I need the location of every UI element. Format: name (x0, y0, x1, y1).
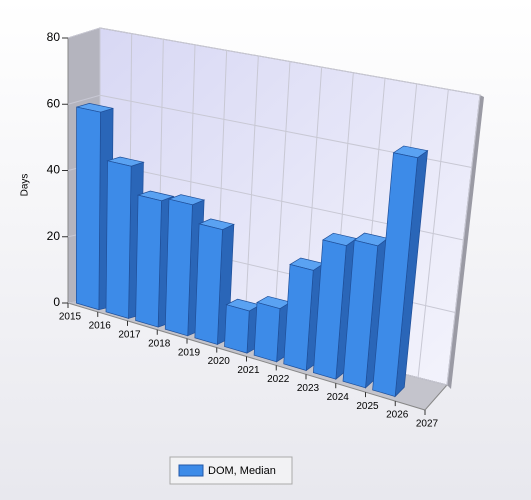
bar (224, 298, 262, 354)
y-axis-label: Days (20, 174, 31, 197)
grid-line (446, 94, 481, 386)
x-tick-label: 2016 (89, 321, 112, 332)
bar-front (135, 194, 162, 328)
bar-front (164, 198, 193, 337)
bar (342, 232, 389, 389)
bar-front (372, 152, 418, 397)
x-tick-label: 2018 (148, 338, 171, 349)
bar (194, 218, 235, 346)
legend-swatch (178, 464, 204, 477)
bar-front (283, 264, 314, 371)
x-tick-label: 2024 (327, 392, 350, 403)
x-tick-label: 2021 (237, 365, 260, 376)
bar-front (312, 239, 347, 380)
y-tick-label: 0 (53, 295, 60, 309)
grid-line (417, 89, 449, 378)
x-tick-label: 2020 (208, 356, 231, 367)
x-tick-label: 2022 (267, 374, 290, 385)
bar-front (224, 304, 250, 354)
bar (76, 103, 114, 311)
bar-front (105, 160, 132, 319)
x-tick-label: 2015 (59, 312, 82, 323)
right-edge (447, 95, 484, 389)
x-tick-label: 2025 (356, 401, 379, 412)
x-tick-label: 2017 (118, 329, 141, 340)
y-tick-label: 80 (47, 30, 61, 44)
grid-line (273, 61, 291, 342)
y-tick-label: 20 (47, 229, 61, 243)
legend: DOM, Median (169, 456, 293, 485)
x-tick-label: 2023 (297, 383, 320, 394)
y-tick-label: 60 (47, 96, 61, 110)
bar (372, 145, 429, 398)
x-tick-label: 2019 (178, 347, 201, 358)
grid-line (244, 55, 259, 334)
bar-front (76, 106, 101, 311)
x-tick-label: 2027 (416, 419, 439, 430)
bar-front (342, 239, 379, 389)
bar-front (253, 301, 281, 363)
bar-front (194, 223, 223, 345)
y-tick-label: 40 (47, 163, 61, 177)
x-tick-label: 2026 (386, 410, 409, 421)
legend-label: DOM, Median (208, 465, 276, 477)
